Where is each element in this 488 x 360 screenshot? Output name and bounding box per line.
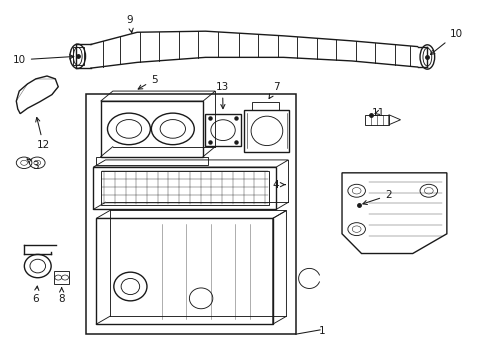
Bar xyxy=(244,110,289,152)
Bar xyxy=(93,167,276,210)
Text: 9: 9 xyxy=(126,15,133,33)
Text: 11: 11 xyxy=(371,108,385,118)
Text: 10: 10 xyxy=(429,29,462,54)
Text: 1: 1 xyxy=(319,325,325,336)
Text: 8: 8 xyxy=(58,288,65,304)
Text: 3: 3 xyxy=(27,159,39,171)
Bar xyxy=(54,271,69,284)
Bar xyxy=(251,102,278,110)
Text: 2: 2 xyxy=(362,190,391,204)
Text: 6: 6 xyxy=(32,286,39,304)
Text: 12: 12 xyxy=(36,117,50,150)
Bar xyxy=(96,219,272,324)
Text: 5: 5 xyxy=(138,75,157,89)
Text: 10: 10 xyxy=(13,55,74,65)
Text: 4: 4 xyxy=(272,180,285,190)
Text: 13: 13 xyxy=(216,82,229,109)
Bar xyxy=(101,101,203,157)
Bar xyxy=(86,94,295,334)
Bar xyxy=(101,171,268,205)
Bar xyxy=(365,115,388,125)
Bar xyxy=(96,157,207,165)
Bar xyxy=(205,114,240,146)
Text: 7: 7 xyxy=(268,82,279,99)
Bar xyxy=(73,47,83,65)
